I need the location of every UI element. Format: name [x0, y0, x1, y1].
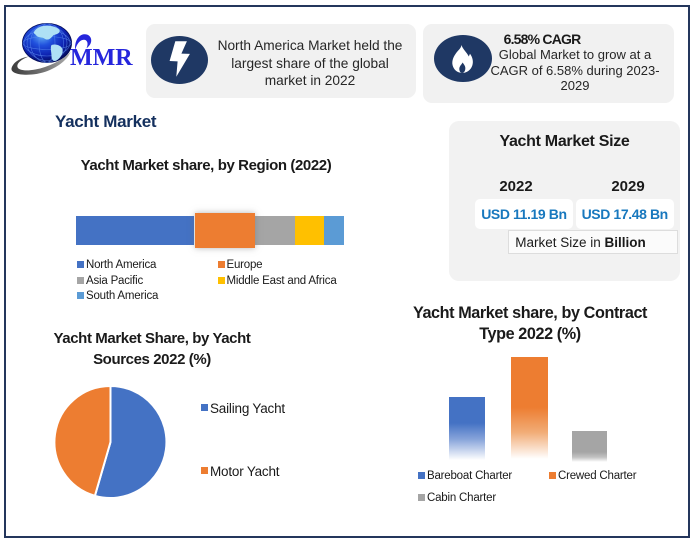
svg-text:MMR: MMR — [70, 45, 133, 71]
